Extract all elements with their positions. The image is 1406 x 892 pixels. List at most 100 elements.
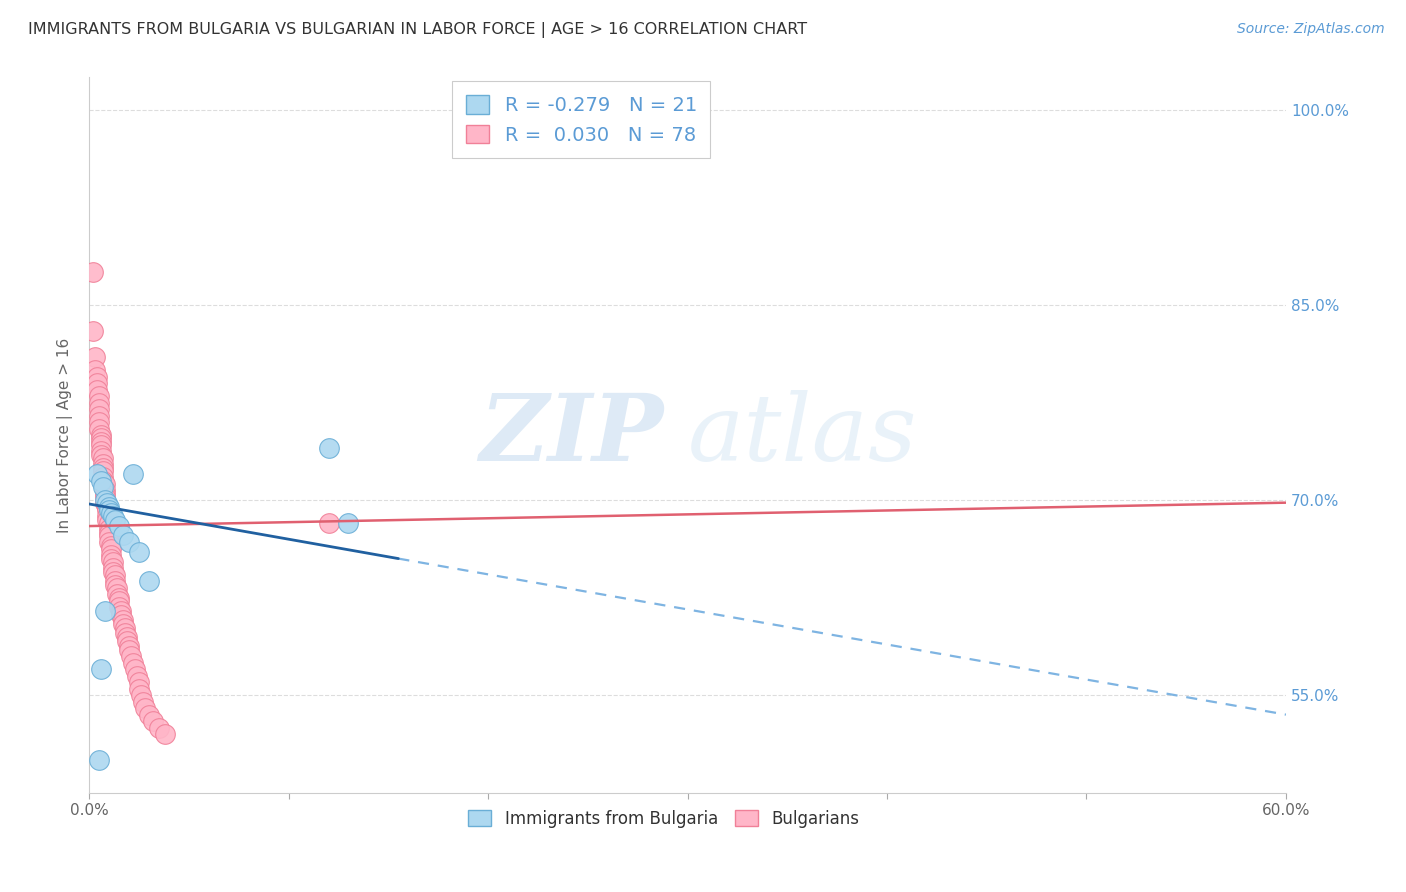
Point	[122, 467, 145, 481]
Point	[112, 613, 135, 627]
Point	[148, 721, 170, 735]
Point	[142, 714, 165, 728]
Point	[100, 506, 122, 520]
Point	[91, 460, 114, 475]
Point	[94, 496, 117, 510]
Point	[86, 383, 108, 397]
Point	[108, 594, 131, 608]
Point	[82, 265, 104, 279]
Point	[110, 607, 132, 622]
Point	[91, 451, 114, 466]
Point	[89, 389, 111, 403]
Point	[104, 577, 127, 591]
Point	[122, 656, 145, 670]
Point	[115, 630, 138, 644]
Point	[108, 519, 131, 533]
Point	[118, 639, 141, 653]
Point	[318, 516, 340, 531]
Point	[138, 707, 160, 722]
Point	[90, 428, 112, 442]
Point	[94, 477, 117, 491]
Point	[89, 415, 111, 429]
Point	[91, 474, 114, 488]
Point	[98, 534, 121, 549]
Point	[84, 350, 107, 364]
Point	[94, 486, 117, 500]
Point	[108, 599, 131, 614]
Point	[105, 582, 128, 596]
Point	[104, 512, 127, 526]
Point	[94, 493, 117, 508]
Point	[82, 324, 104, 338]
Point	[100, 539, 122, 553]
Point	[112, 528, 135, 542]
Point	[101, 508, 124, 523]
Point	[90, 448, 112, 462]
Point	[100, 542, 122, 557]
Point	[125, 668, 148, 682]
Point	[90, 434, 112, 449]
Legend: Immigrants from Bulgaria, Bulgarians: Immigrants from Bulgaria, Bulgarians	[461, 803, 866, 834]
Text: atlas: atlas	[688, 390, 917, 480]
Point	[94, 604, 117, 618]
Point	[98, 500, 121, 514]
Point	[90, 438, 112, 452]
Point	[90, 431, 112, 445]
Point	[153, 727, 176, 741]
Y-axis label: In Labor Force | Age > 16: In Labor Force | Age > 16	[58, 337, 73, 533]
Point	[105, 587, 128, 601]
Point	[101, 560, 124, 574]
Point	[98, 525, 121, 540]
Point	[96, 503, 118, 517]
Point	[84, 363, 107, 377]
Point	[90, 443, 112, 458]
Text: ZIP: ZIP	[479, 390, 664, 480]
Point	[98, 522, 121, 536]
Point	[89, 395, 111, 409]
Point	[86, 467, 108, 481]
Point	[90, 662, 112, 676]
Point	[114, 620, 136, 634]
Point	[100, 548, 122, 562]
Point	[96, 496, 118, 510]
Point	[91, 480, 114, 494]
Point	[104, 574, 127, 588]
Point	[132, 695, 155, 709]
Point	[110, 604, 132, 618]
Point	[128, 681, 150, 696]
Point	[104, 568, 127, 582]
Point	[86, 376, 108, 390]
Point	[118, 534, 141, 549]
Point	[128, 675, 150, 690]
Point	[96, 508, 118, 523]
Point	[101, 565, 124, 579]
Point	[98, 516, 121, 531]
Point	[90, 474, 112, 488]
Point	[101, 556, 124, 570]
Point	[89, 409, 111, 423]
Point	[89, 402, 111, 417]
Point	[337, 516, 360, 531]
Point	[120, 649, 142, 664]
Point	[108, 591, 131, 605]
Point	[91, 465, 114, 479]
Point	[98, 529, 121, 543]
Text: Source: ZipAtlas.com: Source: ZipAtlas.com	[1237, 22, 1385, 37]
Text: IMMIGRANTS FROM BULGARIA VS BULGARIAN IN LABOR FORCE | AGE > 16 CORRELATION CHAR: IMMIGRANTS FROM BULGARIA VS BULGARIAN IN…	[28, 22, 807, 38]
Point	[138, 574, 160, 588]
Point	[86, 369, 108, 384]
Point	[94, 491, 117, 505]
Point	[114, 625, 136, 640]
Point	[96, 500, 118, 514]
Point	[115, 633, 138, 648]
Point	[94, 483, 117, 497]
Point	[89, 753, 111, 767]
Point	[118, 642, 141, 657]
Point	[96, 512, 118, 526]
Point	[318, 441, 340, 455]
Point	[89, 421, 111, 435]
Point	[129, 688, 152, 702]
Point	[112, 616, 135, 631]
Point	[91, 469, 114, 483]
Point	[91, 457, 114, 471]
